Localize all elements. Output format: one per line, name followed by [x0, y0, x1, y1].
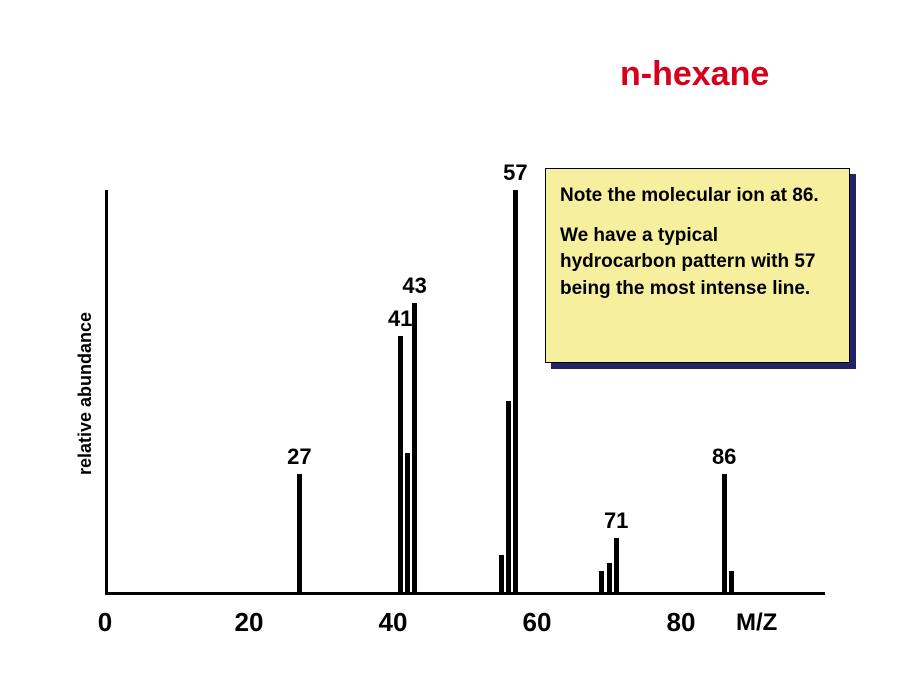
peak-bar [499, 555, 504, 596]
page-root: n-hexane relative abundance 274143577186… [0, 0, 920, 690]
peak-bar [513, 190, 518, 595]
peak-bar [599, 571, 604, 595]
peak-bar [614, 538, 619, 595]
peak-bar [412, 303, 417, 595]
peak-label: 86 [704, 444, 744, 470]
x-tick-label: 20 [224, 607, 274, 638]
peak-bar [405, 453, 410, 595]
y-axis-label: relative abundance [75, 312, 96, 475]
x-axis-line [105, 592, 825, 595]
note-spacer [560, 209, 833, 223]
peak-label: 57 [495, 160, 535, 186]
peak-label: 27 [279, 444, 319, 470]
compound-title: n-hexane [620, 55, 769, 94]
peak-bar [297, 474, 302, 596]
x-tick-label: 60 [512, 607, 562, 638]
peak-bar [398, 336, 403, 595]
peak-bar [729, 571, 734, 595]
note-line-1: Note the molecular ion at 86. [560, 183, 833, 209]
peak-label: 43 [395, 273, 435, 299]
note-box: Note the molecular ion at 86. We have a … [545, 168, 850, 363]
note-line-2: We have a typical hydrocarbon pattern wi… [560, 223, 833, 302]
x-tick-label: 0 [80, 607, 130, 638]
y-axis-line [105, 190, 108, 595]
x-axis-title: M/Z [736, 609, 777, 637]
peak-bar [722, 474, 727, 596]
x-tick-label: 40 [368, 607, 418, 638]
x-tick-label: 80 [656, 607, 706, 638]
peak-label: 71 [596, 508, 636, 534]
peak-bar [506, 401, 511, 595]
peak-bar [607, 563, 612, 595]
